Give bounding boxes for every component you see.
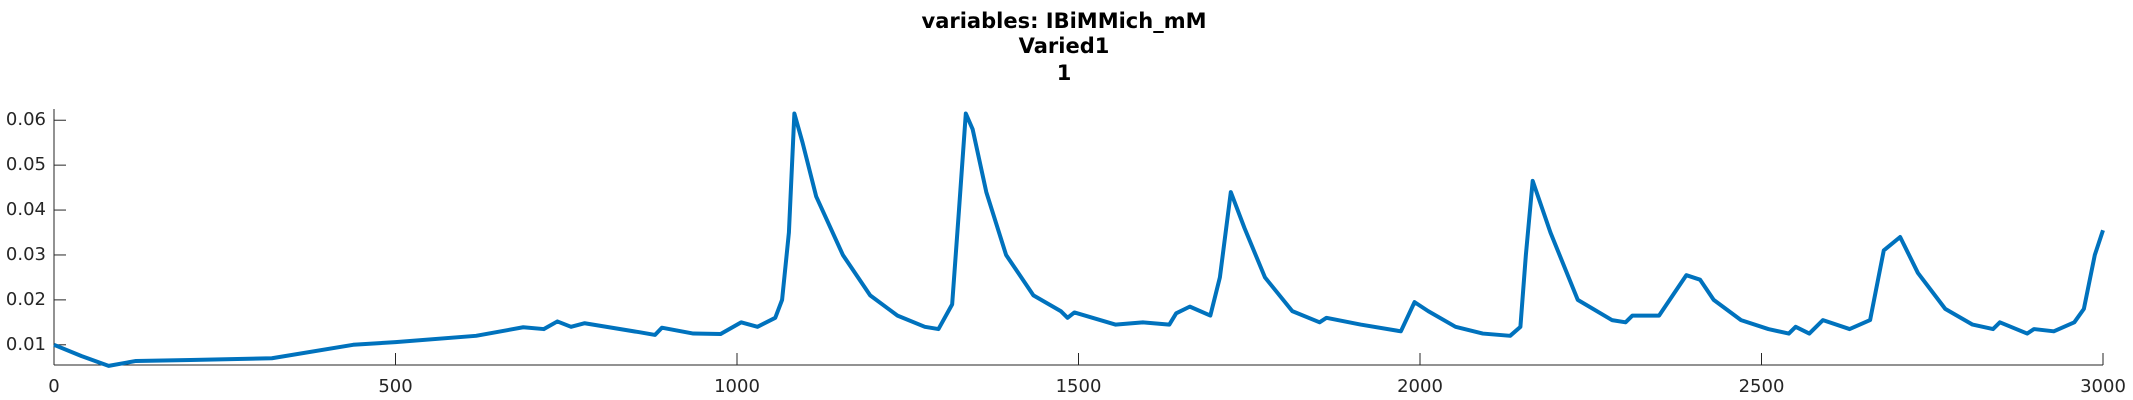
x-tick-label: 2500 [1739,376,1785,397]
chart-subtitle: Varied1 [1019,34,1110,58]
x-tick-label: 0 [48,376,59,397]
chart-title: variables: IBiMMich_mM [922,9,1207,33]
y-tick-label: 0.03 [6,244,46,265]
y-tick-label: 0.06 [6,109,46,130]
x-tick-label: 1500 [1056,376,1102,397]
chart-subtitle: 1 [1057,61,1072,85]
y-tick-label: 0.04 [6,199,46,220]
x-tick-label: 3000 [2080,376,2126,397]
x-tick-label: 500 [378,376,412,397]
y-tick-label: 0.05 [6,154,46,175]
data-line [53,111,2105,368]
x-tick-label: 1000 [714,376,760,397]
x-tick-label: 2000 [1397,376,1443,397]
y-tick-label: 0.02 [6,289,46,310]
y-tick-label: 0.01 [6,334,46,355]
